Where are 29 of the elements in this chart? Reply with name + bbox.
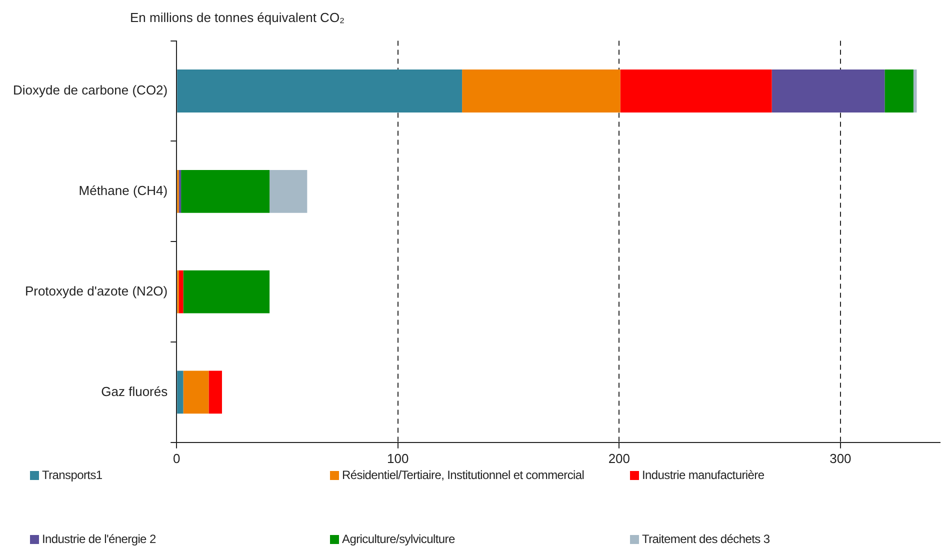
x-tick-label: 200 xyxy=(608,450,630,466)
y-tick-label: Méthane (CH4) xyxy=(78,182,168,198)
bar xyxy=(620,70,772,112)
bar xyxy=(177,370,184,414)
bar xyxy=(178,270,184,314)
x-tick-label: 100 xyxy=(387,450,409,466)
legend-label: Agriculture/sylviculture xyxy=(342,532,455,546)
bar xyxy=(177,70,462,112)
bar xyxy=(183,270,270,314)
y-tick-label: Gaz fluorés xyxy=(101,384,168,399)
bar xyxy=(270,170,308,213)
x-tick-label: 300 xyxy=(830,450,852,466)
bar xyxy=(913,70,917,112)
legend-label: Industrie de l'énergie 2 xyxy=(42,532,156,546)
chart-title: En millions de tonnes équivalent CO₂ xyxy=(130,10,345,25)
bar xyxy=(208,370,222,414)
legend-label: Transports1 xyxy=(42,468,102,482)
legend-label: Industrie manufacturière xyxy=(642,468,764,482)
legend-label: Traitement des déchets 3 xyxy=(642,532,770,546)
bar xyxy=(181,170,270,213)
bar xyxy=(884,70,914,112)
bar xyxy=(772,70,885,112)
bar xyxy=(178,170,182,213)
bar xyxy=(462,70,620,112)
y-tick-label: Protoxyde d'azote (N2O) xyxy=(24,283,168,298)
legend-label: Résidentiel/Tertiaire, Institutionnel et commercial xyxy=(342,468,584,482)
x-tick-label: 0 xyxy=(173,450,180,466)
y-tick-label: Dioxyde de carbone (CO2) xyxy=(12,82,168,98)
bar xyxy=(183,370,209,414)
